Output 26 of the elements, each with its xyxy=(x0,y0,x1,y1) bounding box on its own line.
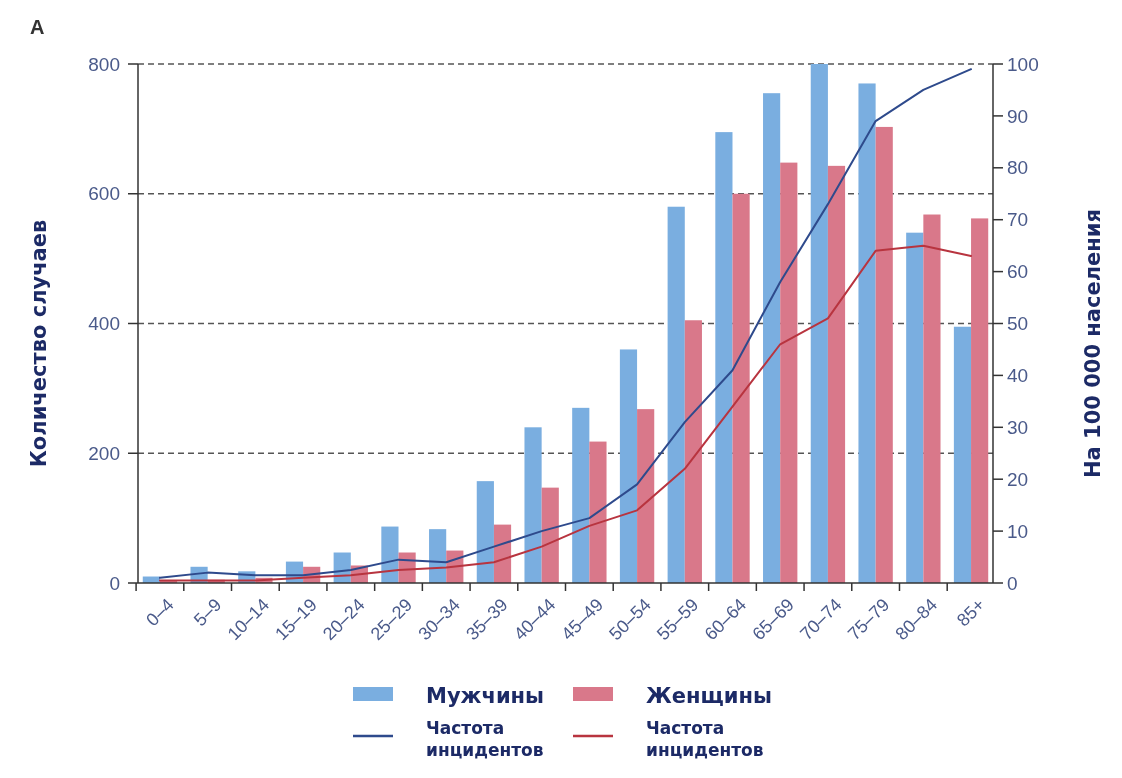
x-tick-label: 0–4 xyxy=(142,594,178,630)
y2-tick-label: 50 xyxy=(1007,313,1029,335)
text: A xyxy=(30,16,45,38)
y-tick-label: 400 xyxy=(88,313,120,335)
y2-tick-label: 20 xyxy=(1007,468,1029,490)
y2-tick-label: 40 xyxy=(1007,365,1029,387)
y-axis-title: Количество случаев xyxy=(27,219,51,468)
y-tick-label: 800 xyxy=(88,53,120,75)
legend-label: Частота инцидентов xyxy=(646,718,764,761)
y-tick-label: 200 xyxy=(88,442,120,464)
y2-axis-title: На 100 000 населения xyxy=(1081,208,1105,479)
y2-tick-label: 10 xyxy=(1007,520,1029,542)
y2-tick-label: 60 xyxy=(1007,261,1029,283)
y-tick-label: 0 xyxy=(109,572,120,594)
x-tick-label: 85+ xyxy=(953,594,989,631)
y2-tick-label: 30 xyxy=(1007,416,1029,438)
legend-label: Мужчины xyxy=(426,684,545,709)
y2-tick-label: 80 xyxy=(1007,157,1029,179)
x-tick-label: 5–9 xyxy=(190,594,226,630)
y2-tick-label: 70 xyxy=(1007,209,1029,231)
y-tick-label: 600 xyxy=(88,183,120,205)
y2-tick-label: 100 xyxy=(1007,53,1039,75)
legend-label: Частота инцидентов xyxy=(426,718,544,761)
y2-tick-label: 0 xyxy=(1007,572,1018,594)
y2-tick-label: 90 xyxy=(1007,105,1029,127)
legend-label: Женщины xyxy=(646,684,772,709)
